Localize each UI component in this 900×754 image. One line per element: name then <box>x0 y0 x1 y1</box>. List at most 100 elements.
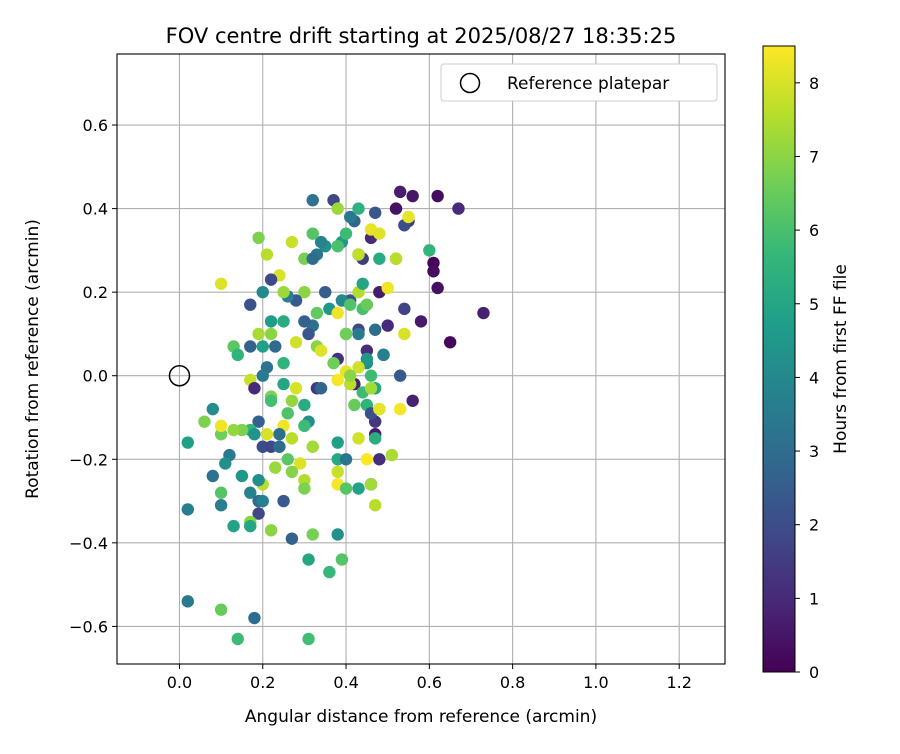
data-point <box>352 361 365 374</box>
data-point <box>331 436 344 449</box>
data-point <box>306 440 319 453</box>
data-point <box>393 185 407 199</box>
data-point <box>402 210 415 224</box>
data-point <box>285 235 299 249</box>
data-point <box>214 419 228 433</box>
data-point <box>348 398 361 412</box>
data-point <box>256 285 269 299</box>
data-point <box>264 273 278 286</box>
data-point <box>298 419 311 433</box>
x-tick-label: 0.2 <box>250 673 275 692</box>
data-point <box>235 469 249 483</box>
data-point <box>377 348 390 362</box>
data-point <box>352 202 365 215</box>
colorbar-tick-label: 2 <box>809 516 819 535</box>
data-point <box>285 465 299 479</box>
data-point <box>302 327 315 341</box>
data-point <box>277 315 290 328</box>
data-point <box>381 281 394 295</box>
data-point <box>331 306 344 320</box>
data-point <box>285 432 299 445</box>
data-point <box>302 632 315 646</box>
colorbar-tick-label: 4 <box>809 368 819 387</box>
reference-platepar-marker <box>168 364 191 387</box>
data-point <box>389 252 403 265</box>
y-axis-ticks: −0.6 −0.4 −0.2 0.0 0.2 0.4 0.6 <box>69 116 117 636</box>
y-tick-label: −0.6 <box>69 617 108 636</box>
data-point <box>256 340 269 353</box>
data-point <box>427 265 440 278</box>
data-point <box>306 194 319 207</box>
data-point <box>368 206 382 219</box>
legend-box <box>440 63 718 102</box>
data-point <box>327 356 340 370</box>
data-point <box>452 202 465 215</box>
colorbar-tick-label: 5 <box>809 295 819 314</box>
data-point <box>364 478 378 491</box>
data-point <box>231 632 244 646</box>
data-point <box>277 285 290 299</box>
x-tick-label: 0.4 <box>333 673 358 692</box>
data-point <box>289 336 303 349</box>
data-point <box>277 494 290 508</box>
data-point <box>214 277 228 290</box>
data-point <box>289 382 303 395</box>
data-point <box>373 402 386 416</box>
colorbar-tick-label: 6 <box>809 221 819 240</box>
data-point <box>244 298 257 311</box>
data-point <box>352 482 365 495</box>
data-point <box>248 382 261 395</box>
data-point <box>264 394 278 407</box>
data-point <box>298 482 311 495</box>
data-point <box>277 377 290 391</box>
data-point <box>273 440 286 453</box>
data-point <box>344 298 357 311</box>
x-tick-label: 1.0 <box>583 673 608 692</box>
data-point <box>331 373 344 387</box>
data-point <box>423 244 436 257</box>
data-point <box>393 369 407 382</box>
data-point <box>344 369 357 382</box>
data-point <box>331 465 344 479</box>
data-point <box>373 453 386 466</box>
x-tick-label: 0.6 <box>417 673 442 692</box>
data-point <box>360 352 374 366</box>
colorbar-tick-label: 7 <box>809 147 819 166</box>
data-point <box>264 315 278 328</box>
data-point <box>306 227 319 240</box>
y-tick-label: 0.2 <box>83 283 108 302</box>
data-point <box>406 189 419 203</box>
data-point <box>302 553 315 566</box>
colorbar <box>762 45 796 673</box>
data-point <box>339 453 353 466</box>
data-point <box>231 348 244 362</box>
data-point <box>431 281 444 295</box>
data-point <box>356 277 369 290</box>
data-point <box>443 336 457 349</box>
data-point <box>306 528 319 541</box>
data-point <box>364 382 378 395</box>
data-point <box>227 423 240 437</box>
x-tick-label: 0.8 <box>500 673 525 692</box>
data-point <box>281 453 294 466</box>
data-point <box>352 432 365 445</box>
data-point <box>273 428 286 441</box>
colorbar-tick-label: 3 <box>809 442 819 461</box>
data-point <box>339 227 353 240</box>
data-point <box>281 407 294 420</box>
y-tick-label: 0.4 <box>83 200 108 219</box>
y-tick-label: 0.0 <box>83 367 108 386</box>
data-point <box>414 315 428 328</box>
data-point <box>335 553 349 566</box>
y-axis-label: Rotation from reference (arcmin) <box>23 219 43 499</box>
grid <box>117 54 725 664</box>
data-point <box>368 432 382 445</box>
colorbar-ticks: 0 1 2 3 4 5 6 7 8 <box>795 74 819 682</box>
data-point <box>181 436 194 449</box>
data-point <box>373 252 386 265</box>
data-point <box>385 448 399 462</box>
data-point <box>294 457 307 470</box>
data-point <box>331 202 344 215</box>
